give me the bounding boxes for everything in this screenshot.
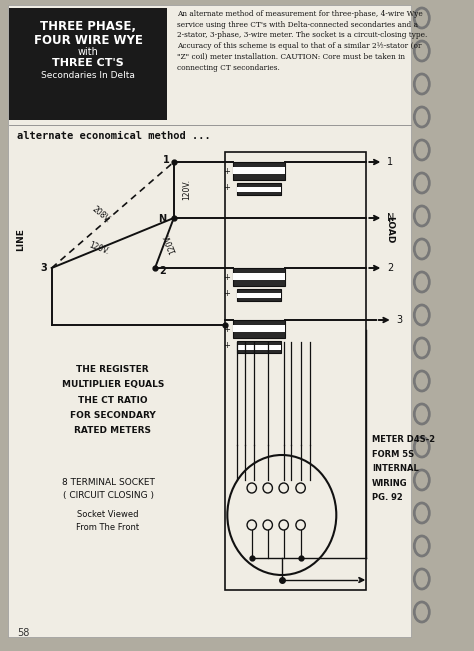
Text: THREE CT'S: THREE CT'S <box>53 58 124 68</box>
Bar <box>237 289 281 301</box>
Bar <box>233 320 285 338</box>
Bar <box>237 183 281 195</box>
Bar <box>237 345 281 350</box>
Text: 120V.: 120V. <box>182 180 191 201</box>
Ellipse shape <box>416 10 428 26</box>
Ellipse shape <box>416 406 428 422</box>
Text: 3: 3 <box>41 263 47 273</box>
Ellipse shape <box>416 76 428 92</box>
Text: 1: 1 <box>387 157 393 167</box>
Bar <box>233 268 285 286</box>
Text: METER D4S-2
FORM 5S
INTERNAL
WIRING
PG. 92: METER D4S-2 FORM 5S INTERNAL WIRING PG. … <box>372 435 435 503</box>
Bar <box>237 187 281 192</box>
Text: +: + <box>223 167 230 176</box>
Text: 2: 2 <box>159 266 166 276</box>
Text: 8 TERMINAL SOCKET
( CIRCUIT CLOSING ): 8 TERMINAL SOCKET ( CIRCUIT CLOSING ) <box>62 478 155 500</box>
Text: +: + <box>223 340 230 350</box>
Text: alternate economical method ...: alternate economical method ... <box>17 131 210 141</box>
Ellipse shape <box>416 538 428 554</box>
Bar <box>233 167 285 174</box>
Text: N: N <box>387 213 394 223</box>
Ellipse shape <box>416 472 428 488</box>
Ellipse shape <box>416 439 428 455</box>
Text: THREE PHASE,: THREE PHASE, <box>40 20 137 33</box>
Bar <box>226 152 366 590</box>
Bar <box>233 325 285 332</box>
Text: 208V.: 208V. <box>91 205 112 225</box>
Bar <box>237 293 281 298</box>
Text: N: N <box>158 214 166 224</box>
Bar <box>9 8 167 120</box>
Text: 2: 2 <box>387 263 393 273</box>
Ellipse shape <box>416 274 428 290</box>
Ellipse shape <box>416 43 428 59</box>
Text: Socket Viewed
From The Front: Socket Viewed From The Front <box>76 510 140 533</box>
Text: +: + <box>223 182 230 191</box>
Text: LINE: LINE <box>16 229 25 251</box>
Ellipse shape <box>416 571 428 587</box>
Text: LOAD: LOAD <box>385 216 394 243</box>
Text: 120V.: 120V. <box>162 232 178 255</box>
Text: 3: 3 <box>396 315 402 325</box>
Ellipse shape <box>416 109 428 125</box>
Ellipse shape <box>416 175 428 191</box>
Ellipse shape <box>416 142 428 158</box>
Ellipse shape <box>416 241 428 257</box>
Text: 1: 1 <box>163 155 170 165</box>
Bar <box>237 341 281 353</box>
Text: +: + <box>223 324 230 333</box>
Text: 58: 58 <box>17 628 29 638</box>
Bar <box>233 273 285 280</box>
Text: Secondaries In Delta: Secondaries In Delta <box>41 72 135 81</box>
Ellipse shape <box>416 340 428 356</box>
Text: 120V.: 120V. <box>87 240 110 256</box>
Ellipse shape <box>416 505 428 521</box>
Text: FOUR WIRE WYE: FOUR WIRE WYE <box>34 33 143 46</box>
Text: +: + <box>223 288 230 298</box>
Ellipse shape <box>416 604 428 620</box>
Bar <box>233 162 285 180</box>
Ellipse shape <box>416 307 428 323</box>
Ellipse shape <box>416 373 428 389</box>
Text: THE REGISTER
MULTIPLIER EQUALS
THE CT RATIO
FOR SECONDARY
RATED METERS: THE REGISTER MULTIPLIER EQUALS THE CT RA… <box>62 365 164 436</box>
Text: An alternate method of measurement for three-phase, 4-wire Wye
service using thr: An alternate method of measurement for t… <box>177 10 427 72</box>
Text: +: + <box>223 273 230 281</box>
Ellipse shape <box>416 208 428 224</box>
Text: with: with <box>78 47 99 57</box>
